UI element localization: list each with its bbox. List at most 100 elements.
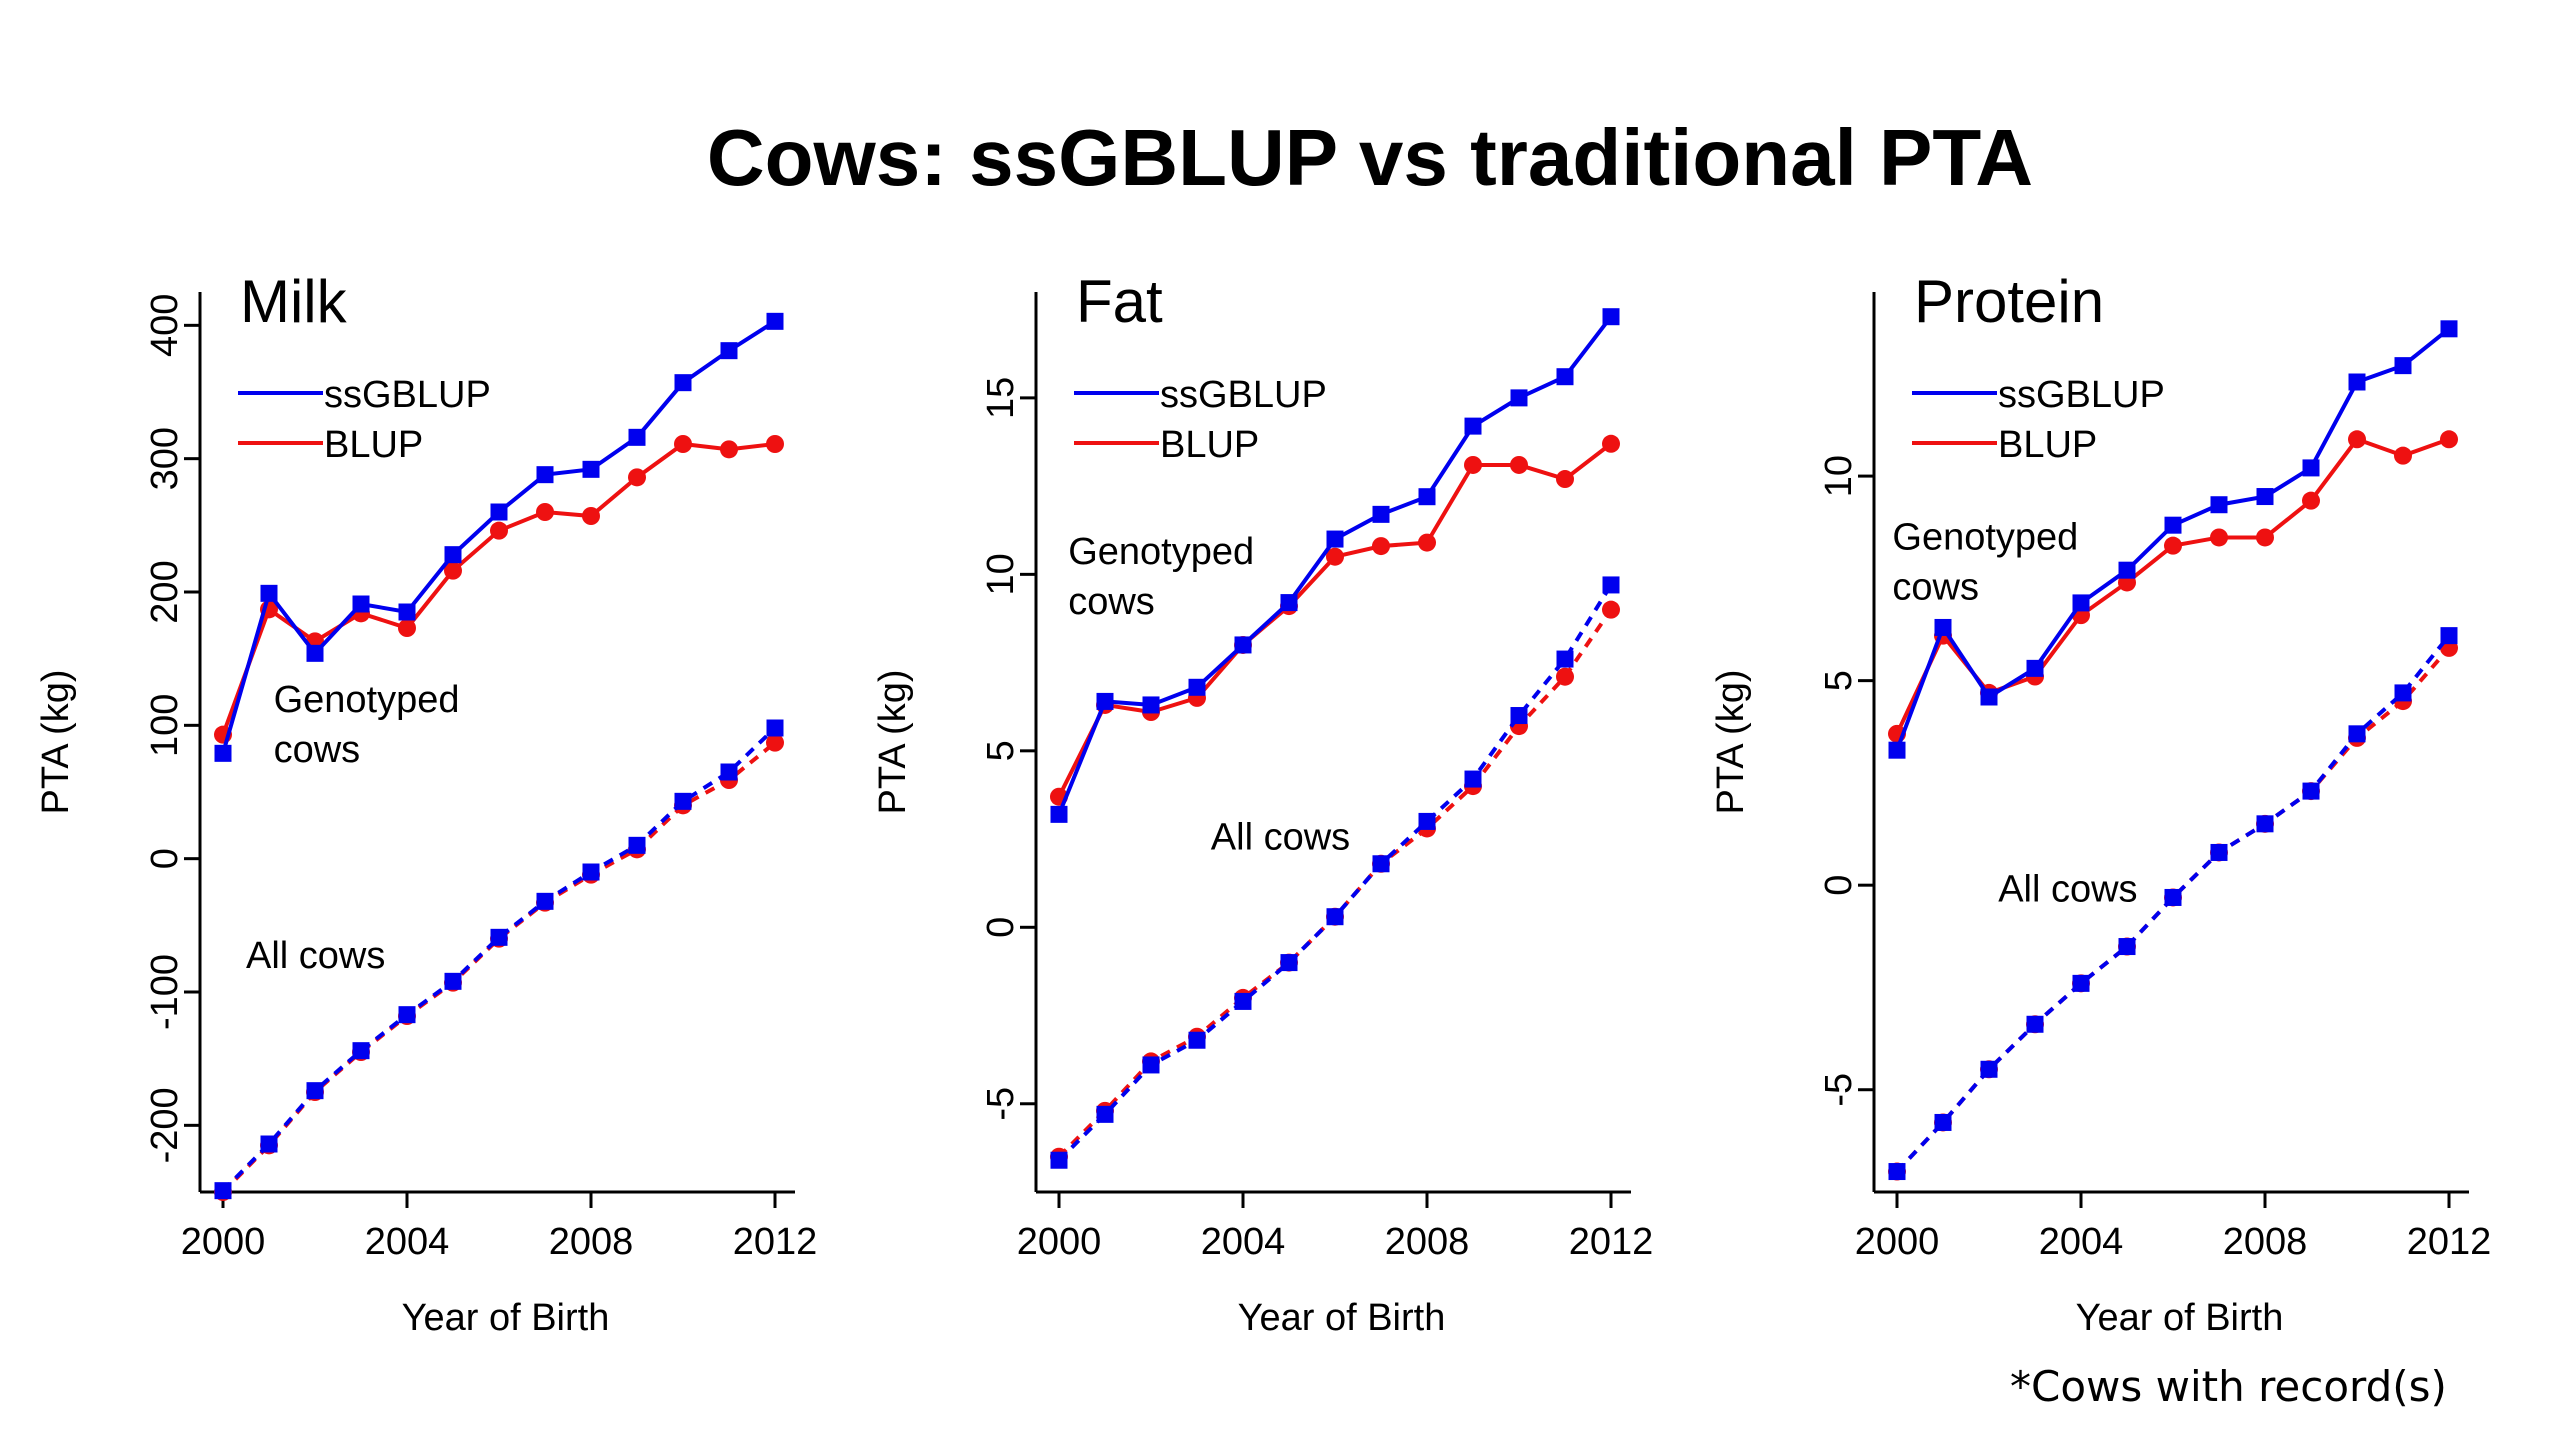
chart-protein: 2000 2004 2008 2012 -5 0 5 10 Year of Birth PTA (… [1710,268,2491,1339]
data-point-ssgblup [2210,496,2228,514]
y-tick-label: 0 [1818,875,1860,896]
y-tick-label: 15 [980,377,1022,419]
data-point-ssgblup [1418,812,1436,830]
data-point-ssgblup [1980,1060,1998,1078]
data-point-ssgblup [2072,594,2090,612]
data-point-blup [2210,528,2228,547]
x-tick-label: 2008 [2223,1221,2308,1263]
data-point-blup [1602,600,1620,619]
annotation-label: cows [1892,567,1979,609]
legend-label-ssgblup: ssGBLUP [1160,374,1327,416]
y-tick-label: 0 [980,917,1022,938]
data-point-ssgblup [2394,684,2412,702]
y-tick-label: 5 [1818,670,1860,691]
chart-milk: 2000 2004 2008 2012 -200 -100 0 100 200 300 400 Yea… [35,268,817,1339]
x-tick-label: 2012 [1569,1221,1654,1263]
data-point-ssgblup [628,836,646,854]
data-point-ssgblup [1142,1056,1160,1074]
data-point-blup [1510,455,1528,474]
data-point-ssgblup [536,466,554,484]
data-point-ssgblup [674,374,692,392]
y-tick-label: 300 [144,427,186,490]
data-point-ssgblup [582,863,600,881]
data-point-blup [2256,528,2274,547]
data-point-ssgblup [398,603,416,621]
data-point-blup [1418,533,1436,552]
annotation-label: cows [1068,581,1155,623]
y-tick-label: 200 [144,560,186,623]
data-point-ssgblup [444,972,462,990]
panel-title: Fat [1076,268,1163,335]
data-point-ssgblup [214,744,232,762]
main-title: Cows: ssGBLUP vs traditional PTA [706,113,2034,202]
data-point-ssgblup [2302,459,2320,477]
data-point-ssgblup [1096,1105,1114,1123]
annotation-label: Genotyped [1892,517,2078,559]
annotation-label: Genotyped [1068,531,1254,573]
data-point-blup [766,733,784,752]
data-point-ssgblup [1188,678,1206,696]
data-point-ssgblup [352,1042,370,1060]
data-point-ssgblup [1096,692,1114,710]
y-tick-label: 10 [1818,455,1860,497]
data-point-ssgblup [766,719,784,737]
data-point-ssgblup [1418,488,1436,506]
y-tick-label: -5 [1818,1073,1860,1107]
data-point-ssgblup [1556,650,1574,668]
data-point-ssgblup [1510,389,1528,407]
data-point-blup [444,561,462,580]
data-point-ssgblup [1326,530,1344,548]
x-tick-label: 2008 [549,1221,634,1263]
data-point-ssgblup [1188,1031,1206,1049]
data-point-ssgblup [306,644,324,662]
data-point-ssgblup [628,428,646,446]
data-point-ssgblup [1602,308,1620,326]
legend-label-blup: BLUP [1998,424,2097,466]
data-point-blup [1326,547,1344,566]
data-point-ssgblup [2440,320,2458,338]
data-point-blup [1556,667,1574,686]
data-point-ssgblup [1602,576,1620,594]
data-point-ssgblup [1980,688,1998,706]
data-point-blup [628,468,646,487]
data-point-blup [2394,446,2412,465]
data-point-blup [536,503,554,521]
data-point-blup [1372,537,1390,556]
data-point-ssgblup [444,546,462,564]
data-point-ssgblup [1464,770,1482,788]
data-point-ssgblup [214,1182,232,1200]
y-tick-label: -100 [144,954,186,1030]
y-tick-label: -5 [980,1087,1022,1121]
series-line-blup-all-cows [1057,608,1613,1159]
data-point-ssgblup [398,1006,416,1024]
y-tick-label: -200 [144,1087,186,1163]
data-point-blup [766,435,784,453]
data-point-ssgblup [1372,855,1390,873]
data-point-ssgblup [2164,888,2182,906]
data-point-ssgblup [1934,1113,1952,1131]
data-point-blup [2440,430,2458,449]
x-tick-label: 2000 [1017,1221,1102,1263]
legend-label-ssgblup: ssGBLUP [1998,374,2165,416]
x-axis-label: Year of Birth [2076,1297,2284,1339]
x-axis-label: Year of Birth [402,1297,610,1339]
y-axis-label: PTA (kg) [1710,670,1752,815]
data-point-ssgblup [766,312,784,330]
panel-title: Milk [240,268,348,335]
data-point-ssgblup [1050,805,1068,823]
y-axis-label: PTA (kg) [872,670,914,815]
data-point-blup [1464,455,1482,474]
data-point-ssgblup [2256,815,2274,833]
data-point-ssgblup [1510,707,1528,725]
data-point-ssgblup [2302,782,2320,800]
data-point-ssgblup [490,503,508,521]
data-point-ssgblup [2440,627,2458,645]
x-tick-label: 2000 [181,1221,266,1263]
data-point-blup [720,440,738,459]
data-point-ssgblup [2210,843,2228,861]
data-point-ssgblup [720,342,738,360]
data-point-blup [582,507,600,525]
legend-label-ssgblup: ssGBLUP [324,374,491,416]
data-point-ssgblup [2348,373,2366,391]
data-point-ssgblup [1142,696,1160,714]
